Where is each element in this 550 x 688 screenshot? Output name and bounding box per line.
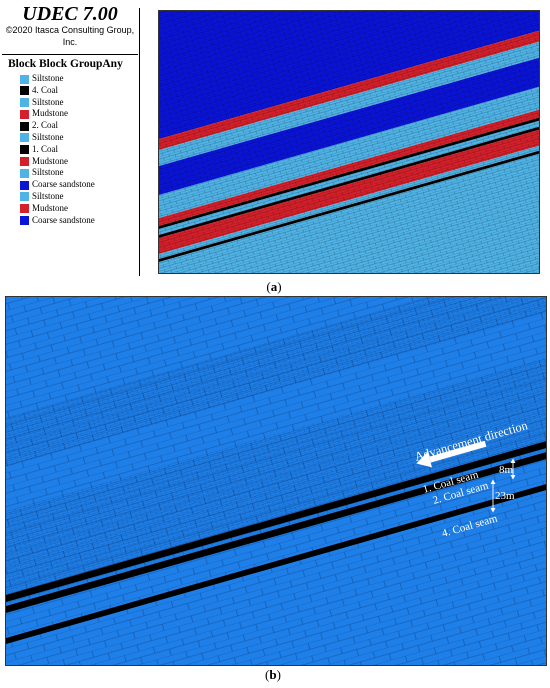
legend-item: 2. Coal [2, 120, 138, 132]
legend-divider [139, 8, 140, 276]
legend-label: Siltstone [32, 131, 64, 142]
udec-legend: UDEC 7.00 ©2020 Itasca Consulting Group,… [2, 2, 138, 226]
legend-item: Mudstone [2, 108, 138, 120]
model-panel-b: Advancement direction 1. Coal seam 2. Co… [5, 296, 547, 666]
legend-label: Coarse sandstone [32, 179, 95, 190]
legend-label: Coarse sandstone [32, 214, 95, 225]
copyright-text: ©2020 Itasca Consulting Group, Inc. [5, 25, 135, 47]
legend-item: Siltstone [2, 97, 138, 109]
legend-item: Coarse sandstone [2, 215, 138, 227]
legend-item: Coarse sandstone [2, 179, 138, 191]
legend-item: Siltstone [2, 167, 138, 179]
coal-seam [6, 452, 546, 613]
legend-swatch [20, 86, 29, 96]
fine-mesh-zone [6, 297, 546, 467]
legend-swatch [20, 109, 29, 119]
model-panel-a [158, 10, 540, 274]
coal-seam [6, 441, 546, 602]
legend-title: Block Block GroupAny [2, 54, 138, 71]
legend-swatch [20, 121, 29, 131]
legend-label: Mudstone [32, 108, 68, 119]
legend-label: 2. Coal [32, 120, 58, 131]
legend-item: Siltstone [2, 132, 138, 144]
spacing-marker-8m [510, 458, 516, 480]
legend-label: Siltstone [32, 96, 64, 107]
legend-item: Mudstone [2, 203, 138, 215]
legend-swatch [20, 145, 29, 155]
legend-label: Siltstone [32, 167, 64, 178]
fine-mesh-zone [6, 357, 546, 605]
legend-label: 1. Coal [32, 143, 58, 154]
coal-seam [6, 484, 546, 644]
legend-label: Siltstone [32, 190, 64, 201]
legend-swatch [20, 180, 29, 190]
spacing-marker-23m [490, 479, 496, 513]
legend-list: Siltstone 4. Coal Siltstone Mudstone 2. Coal… [2, 73, 138, 226]
legend-label: Siltstone [32, 73, 64, 83]
legend-item: 1. Coal [2, 144, 138, 156]
legend-item: Siltstone [2, 191, 138, 203]
legend-swatch [20, 74, 29, 84]
legend-item: Siltstone [2, 73, 138, 85]
spacing-label-8m: 8m [499, 464, 514, 476]
strata-model-b: Advancement direction 1. Coal seam 2. Co… [6, 297, 546, 665]
legend-label: Mudstone [32, 202, 68, 213]
legend-item: 4. Coal [2, 85, 138, 97]
legend-swatch [20, 192, 29, 202]
legend-swatch [20, 168, 29, 178]
legend-label: Mudstone [32, 155, 68, 166]
spacing-label-23m: 23m [495, 490, 515, 502]
caption-a: (a) [266, 279, 282, 294]
legend-label: 4. Coal [32, 84, 58, 95]
strata-model-a [159, 11, 539, 273]
legend-swatch [20, 157, 29, 167]
legend-swatch [20, 216, 29, 226]
app-title: UDEC 7.00 [22, 3, 118, 25]
legend-swatch [20, 133, 29, 143]
advancement-arrow [416, 440, 487, 468]
block-grid-overlay [159, 11, 539, 273]
legend-item: Mudstone [2, 156, 138, 168]
legend-swatch [20, 204, 29, 214]
legend-swatch [20, 98, 29, 108]
caption-b: (b) [265, 667, 281, 682]
